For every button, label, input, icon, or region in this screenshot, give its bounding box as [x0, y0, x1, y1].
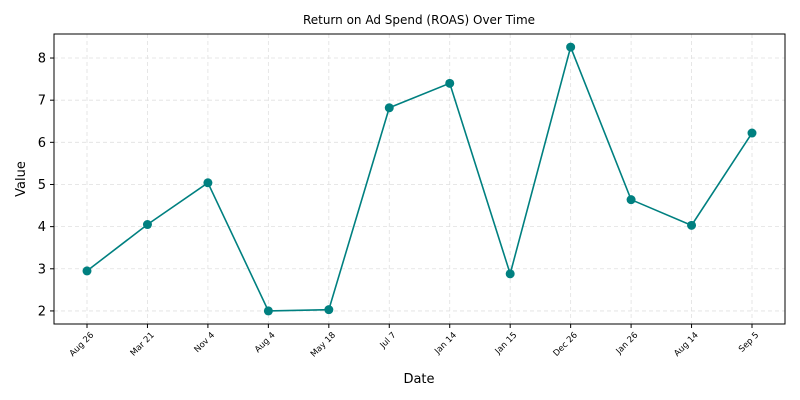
y-tick-label: 3 — [38, 262, 46, 277]
y-tick-label: 5 — [38, 178, 46, 193]
data-point — [687, 220, 697, 230]
y-axis-label: Value — [14, 161, 29, 197]
y-tick-label: 8 — [38, 52, 46, 67]
data-point — [626, 195, 636, 205]
y-axis-ticks: 2 3 4 5 6 7 8 — [38, 52, 54, 319]
y-tick-label: 4 — [38, 220, 46, 235]
data-point — [142, 220, 152, 230]
data-point — [445, 78, 455, 88]
data-point — [82, 266, 92, 276]
data-point — [505, 269, 515, 279]
series-line — [86, 44, 753, 312]
data-point — [263, 306, 273, 316]
data-point — [203, 178, 213, 188]
data-point — [324, 305, 334, 315]
data-point — [566, 42, 576, 52]
x-axis-label: Date — [403, 372, 434, 387]
plot-frame — [53, 33, 786, 325]
data-point — [747, 128, 757, 138]
series-roas — [82, 42, 757, 316]
y-tick-label: 2 — [38, 304, 46, 319]
grid — [54, 34, 785, 324]
data-point — [384, 103, 394, 113]
chart-title: Return on Ad Spend (ROAS) Over Time — [303, 13, 535, 27]
y-tick-label: 7 — [38, 94, 46, 109]
y-tick-label: 6 — [38, 136, 46, 151]
